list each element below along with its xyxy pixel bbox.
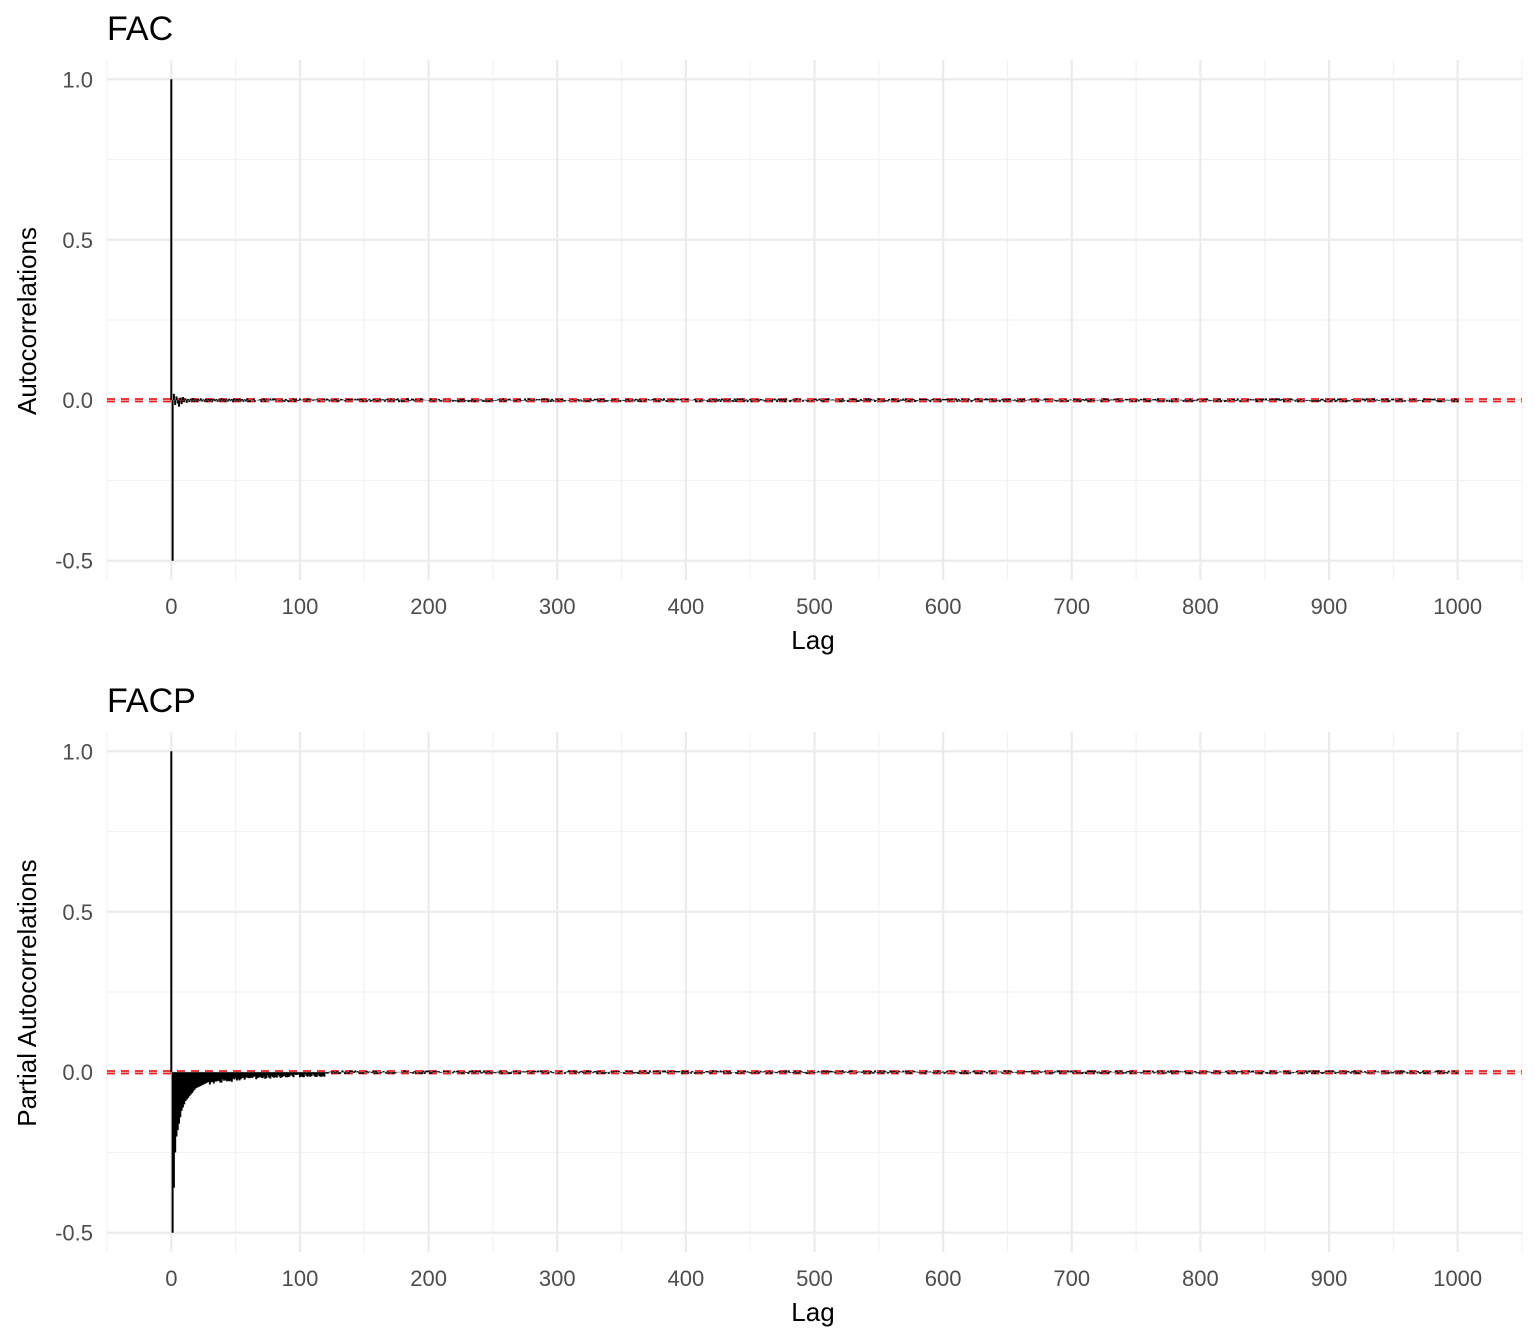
x-tick-label: 200 bbox=[410, 594, 447, 619]
fac-y-axis-label: Autocorrelations bbox=[12, 227, 42, 415]
facp-y-axis-label: Partial Autocorrelations bbox=[12, 859, 42, 1126]
x-tick-label: 800 bbox=[1182, 1266, 1219, 1291]
fac-panel: FAC -0.5 0.0 0.5 1.0 0 100 200 300 400 500 600 700… bbox=[12, 10, 1523, 655]
x-tick-label: 600 bbox=[925, 594, 962, 619]
fac-x-tick-labels: 0 100 200 300 400 500 600 700 800 900 1000 bbox=[165, 594, 1482, 619]
facp-y-tick-labels: -0.5 0.0 0.5 1.0 bbox=[55, 739, 93, 1245]
facp-bars bbox=[170, 751, 1459, 1233]
x-tick-label: 0 bbox=[165, 594, 177, 619]
y-tick-label: 0.5 bbox=[62, 900, 93, 925]
x-tick-label: 400 bbox=[668, 594, 705, 619]
y-tick-label: 1.0 bbox=[62, 739, 93, 764]
x-tick-label: 100 bbox=[282, 594, 319, 619]
x-tick-label: 700 bbox=[1053, 594, 1090, 619]
x-tick-label: 600 bbox=[925, 1266, 962, 1291]
x-tick-label: 300 bbox=[539, 1266, 576, 1291]
x-tick-label: 1000 bbox=[1433, 594, 1482, 619]
fac-bars bbox=[170, 79, 1459, 561]
x-tick-label: 500 bbox=[796, 594, 833, 619]
facp-x-axis-label: Lag bbox=[791, 1297, 834, 1327]
y-tick-label: 0.0 bbox=[62, 1060, 93, 1085]
y-tick-label: -0.5 bbox=[55, 1221, 93, 1246]
y-tick-label: 1.0 bbox=[62, 67, 93, 92]
facp-x-tick-labels: 0 100 200 300 400 500 600 700 800 900 1000 bbox=[165, 1266, 1482, 1291]
x-tick-label: 500 bbox=[796, 1266, 833, 1291]
x-tick-label: 800 bbox=[1182, 594, 1219, 619]
x-tick-label: 700 bbox=[1053, 1266, 1090, 1291]
x-tick-label: 300 bbox=[539, 594, 576, 619]
x-tick-label: 900 bbox=[1311, 1266, 1348, 1291]
fac-y-tick-labels: -0.5 0.0 0.5 1.0 bbox=[55, 67, 93, 573]
facp-title: FACP bbox=[107, 682, 196, 720]
fac-grid bbox=[106, 60, 1523, 580]
y-tick-label: 0.5 bbox=[62, 228, 93, 253]
facp-grid bbox=[106, 732, 1523, 1252]
x-tick-label: 400 bbox=[668, 1266, 705, 1291]
y-tick-label: 0.0 bbox=[62, 388, 93, 413]
y-tick-label: -0.5 bbox=[55, 549, 93, 574]
x-tick-label: 100 bbox=[282, 1266, 319, 1291]
x-tick-label: 0 bbox=[165, 1266, 177, 1291]
x-tick-label: 1000 bbox=[1433, 1266, 1482, 1291]
fac-title: FAC bbox=[107, 10, 173, 48]
x-tick-label: 900 bbox=[1311, 594, 1348, 619]
fac-x-axis-label: Lag bbox=[791, 625, 834, 655]
x-tick-label: 200 bbox=[410, 1266, 447, 1291]
fac-confidence-band bbox=[107, 398, 1522, 403]
facp-panel: FACP -0.5 0.0 0.5 1.0 0 100 200 300 400 500 600 70… bbox=[12, 682, 1523, 1327]
